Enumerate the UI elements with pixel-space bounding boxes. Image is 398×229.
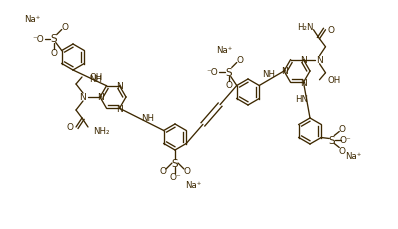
Text: O: O <box>327 26 334 35</box>
Text: N: N <box>97 93 103 102</box>
Text: O: O <box>66 123 74 132</box>
Text: O: O <box>50 49 57 58</box>
Text: NH: NH <box>89 75 102 84</box>
Text: O: O <box>183 167 191 176</box>
Text: ⁻O: ⁻O <box>33 35 45 44</box>
Text: S: S <box>328 135 335 145</box>
Text: Na⁺: Na⁺ <box>345 151 361 160</box>
Text: NH: NH <box>141 113 154 122</box>
Text: NH: NH <box>262 69 275 78</box>
Text: S: S <box>51 34 57 44</box>
Text: N: N <box>281 67 287 76</box>
Text: O: O <box>236 56 243 65</box>
Text: N: N <box>300 56 307 65</box>
Text: N: N <box>300 78 307 87</box>
Text: O: O <box>61 23 68 32</box>
Text: NH₂: NH₂ <box>93 126 109 135</box>
Text: N: N <box>116 104 123 113</box>
Text: OH: OH <box>328 76 341 85</box>
Text: O: O <box>339 146 346 155</box>
Text: OH: OH <box>90 73 103 82</box>
Text: H₂N: H₂N <box>297 23 314 32</box>
Text: N: N <box>80 93 86 102</box>
Text: Na⁺: Na⁺ <box>217 46 233 55</box>
Text: O: O <box>225 81 232 90</box>
Text: N: N <box>316 56 323 65</box>
Text: HN: HN <box>295 94 308 103</box>
Text: O: O <box>160 167 166 176</box>
Text: Na⁺: Na⁺ <box>25 15 41 24</box>
Text: Na⁺: Na⁺ <box>185 181 201 190</box>
Text: S: S <box>225 67 232 77</box>
Text: S: S <box>172 158 178 168</box>
Text: O⁻: O⁻ <box>169 173 181 182</box>
Text: O: O <box>339 124 346 134</box>
Text: ⁻O: ⁻O <box>207 68 219 77</box>
Text: O⁻: O⁻ <box>339 135 351 144</box>
Text: N: N <box>116 82 123 91</box>
